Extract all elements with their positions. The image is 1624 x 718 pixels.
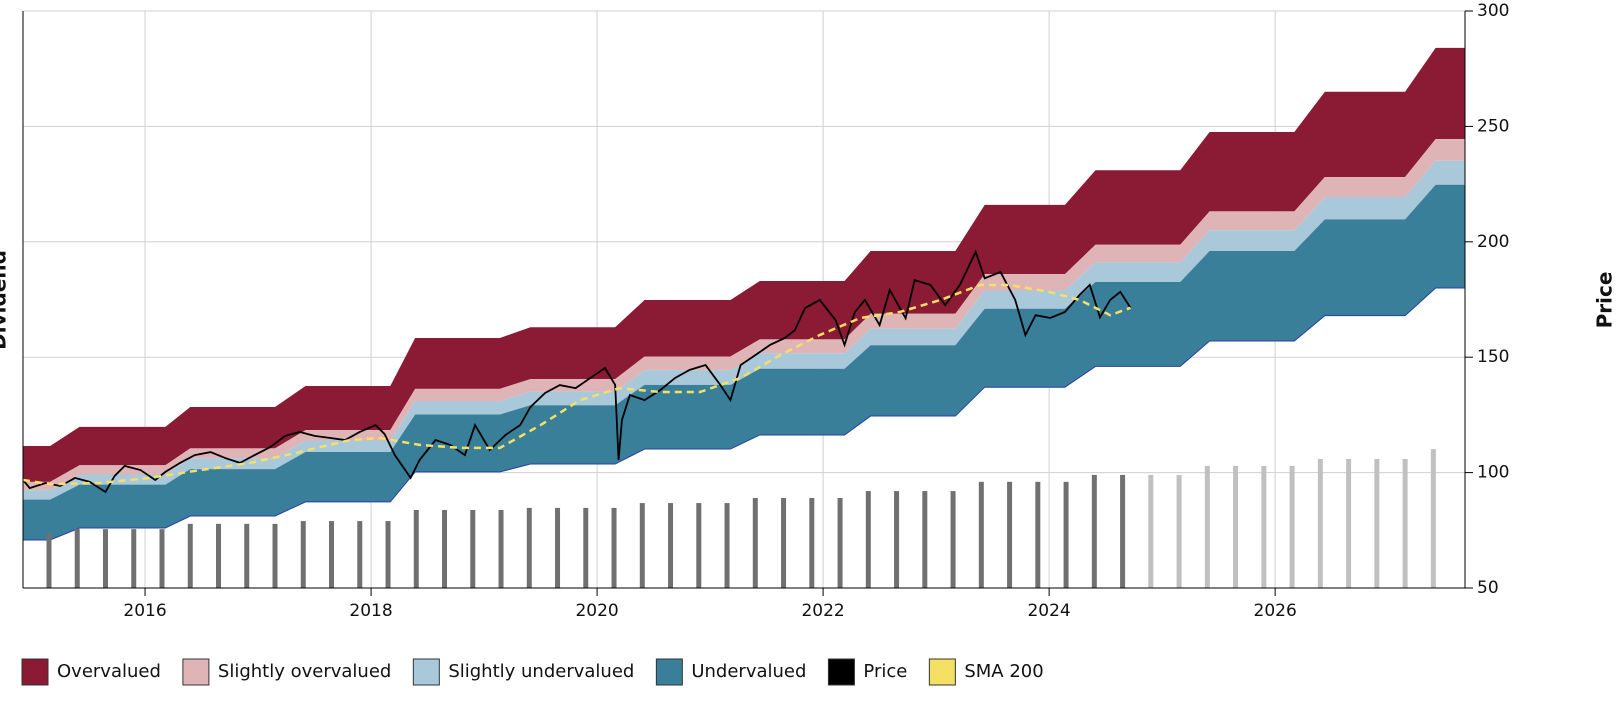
- legend-swatch: [412, 658, 440, 686]
- dividend-bar: [1289, 465, 1295, 588]
- valuation-band: [23, 184, 1465, 540]
- dividend-bar: [1120, 474, 1126, 588]
- dividend-bar: [470, 509, 476, 588]
- legend-swatch: [182, 658, 210, 686]
- dividend-bar: [300, 521, 306, 588]
- dividend-bar: [639, 503, 645, 588]
- dividend-bar: [1035, 481, 1041, 588]
- y2-axis-title: Dividend: [0, 250, 11, 350]
- dividend-bar: [894, 491, 900, 588]
- dividend-bar: [583, 507, 589, 588]
- dividend-bar: [1430, 449, 1436, 588]
- dividend-bar: [809, 497, 815, 588]
- dividend-bar: [781, 497, 787, 588]
- dividend-bar: [74, 529, 80, 588]
- sma-line: [22, 283, 1131, 486]
- dividend-bar: [442, 509, 448, 588]
- dividend-bar: [244, 523, 250, 588]
- legend-swatch: [655, 658, 683, 686]
- y-tick-label: 100: [1477, 463, 1509, 483]
- dividend-bar: [329, 521, 335, 588]
- y-tick-label: 250: [1477, 116, 1509, 136]
- dividend-bar: [272, 523, 278, 588]
- x-tick-label: 2016: [123, 601, 166, 621]
- y-tick-label: 50: [1477, 578, 1499, 598]
- dividend-bar: [555, 507, 561, 588]
- dividend-bar: [385, 521, 391, 588]
- dividend-bar: [187, 523, 193, 588]
- dividend-bar: [1233, 465, 1239, 588]
- x-tick-label: 2018: [349, 601, 392, 621]
- dividend-bar: [922, 491, 928, 588]
- dividend-bar: [724, 503, 730, 588]
- dividend-bar: [1176, 474, 1182, 588]
- dividend-bar: [611, 507, 617, 588]
- dividend-bar: [950, 491, 956, 588]
- dividend-bar: [413, 509, 419, 588]
- dividend-bar: [131, 529, 137, 588]
- dividend-bar: [357, 521, 363, 588]
- band-edge: [23, 287, 1465, 541]
- dividend-bar: [1063, 481, 1069, 588]
- dividend-bar: [1091, 474, 1097, 588]
- valuation-band: [23, 47, 1465, 482]
- legend-label: SMA 200: [964, 661, 1043, 682]
- dividend-bar: [1148, 474, 1154, 588]
- dividend-bar: [498, 509, 504, 588]
- legend-label: Undervalued: [691, 661, 806, 682]
- y-axis-title: Price: [1593, 272, 1617, 329]
- legend-swatch: [827, 658, 855, 686]
- legend-swatch: [928, 658, 956, 686]
- legend-swatch: [21, 658, 49, 686]
- dividend-bar: [865, 491, 871, 588]
- x-tick-label: 2024: [1027, 601, 1070, 621]
- dividend-bar: [1007, 481, 1013, 588]
- dividend-bar: [752, 497, 758, 588]
- dividend-bar: [1402, 458, 1408, 588]
- dividend-bar: [46, 533, 52, 588]
- y-tick-label: 150: [1477, 347, 1509, 367]
- dividend-bar: [526, 507, 532, 588]
- dividend-bar: [1346, 458, 1352, 588]
- dividend-bar: [978, 481, 984, 588]
- dividend-bar: [216, 523, 222, 588]
- dividend-bar: [1204, 465, 1210, 588]
- x-tick-label: 2022: [801, 601, 844, 621]
- legend-label: Price: [863, 661, 907, 682]
- dividend-bar: [1374, 458, 1380, 588]
- dividend-bar: [102, 529, 108, 588]
- x-tick-label: 2026: [1254, 601, 1297, 621]
- dividend-bar: [1317, 458, 1323, 588]
- legend-label: Overvalued: [57, 661, 161, 682]
- dividend-bar: [837, 497, 843, 588]
- price-line: [22, 249, 1132, 494]
- x-tick-label: 2020: [575, 601, 618, 621]
- dividend-bar: [159, 529, 165, 588]
- dividend-bar: [1261, 465, 1267, 588]
- y-tick-label: 200: [1477, 232, 1509, 252]
- dividend-bar: [668, 503, 674, 588]
- y-tick-label: 300: [1477, 1, 1509, 21]
- dividend-bar: [696, 503, 702, 588]
- legend-label: Slightly overvalued: [218, 661, 391, 682]
- legend-label: Slightly undervalued: [448, 661, 634, 682]
